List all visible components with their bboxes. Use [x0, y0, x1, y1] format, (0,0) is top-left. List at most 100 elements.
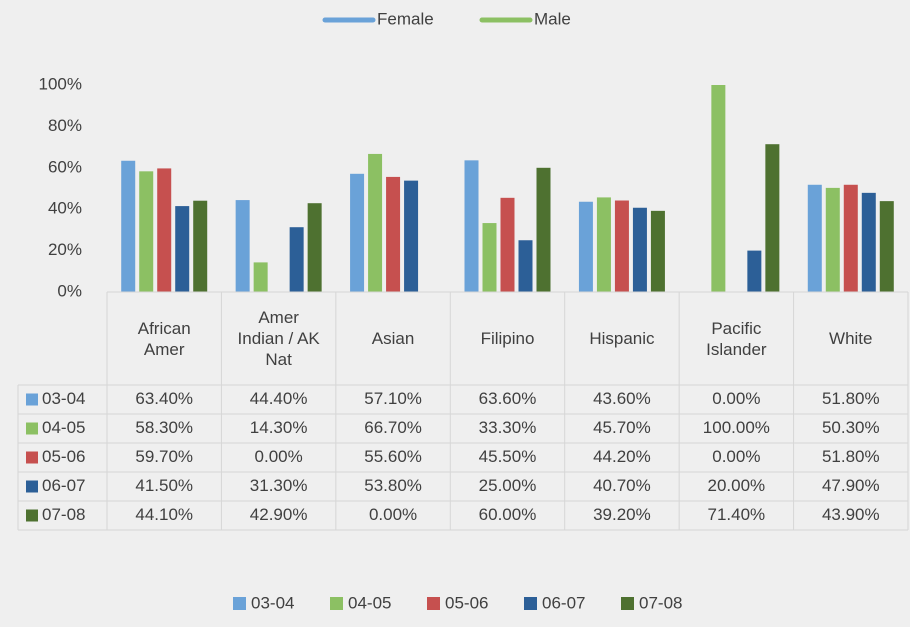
table-value: 57.10% — [364, 389, 422, 408]
legend-label: 04-05 — [348, 593, 391, 612]
y-tick-label: 40% — [48, 199, 82, 218]
table-value: 100.00% — [703, 418, 770, 437]
legend-swatch — [427, 597, 440, 610]
bar — [404, 180, 419, 292]
table-value: 53.80% — [364, 476, 422, 495]
bar — [139, 171, 154, 292]
category-label: White — [829, 329, 873, 348]
row-label: 06-07 — [42, 476, 85, 495]
table-value: 55.60% — [364, 447, 422, 466]
table-value: 0.00% — [712, 447, 760, 466]
table-value: 58.30% — [135, 418, 193, 437]
bar — [650, 210, 665, 292]
bar — [518, 240, 533, 292]
legend-swatch — [26, 393, 38, 406]
bar — [596, 197, 611, 292]
table-value: 71.40% — [708, 505, 766, 524]
legend-swatch — [621, 597, 634, 610]
row-label: 03-04 — [42, 389, 85, 408]
table-value: 25.00% — [479, 476, 537, 495]
table-value: 0.00% — [369, 505, 417, 524]
table-value: 39.20% — [593, 505, 651, 524]
table-value: 0.00% — [255, 447, 303, 466]
bar — [843, 184, 858, 292]
table-value: 44.40% — [250, 389, 308, 408]
y-tick-label: 80% — [48, 116, 82, 135]
table-value: 63.60% — [479, 389, 537, 408]
table-value: 44.20% — [593, 447, 651, 466]
category-label: Asian — [371, 329, 415, 348]
legend-label: 06-07 — [542, 593, 585, 612]
table-value: 42.90% — [250, 505, 308, 524]
bar — [711, 85, 726, 292]
bar — [879, 201, 894, 292]
category-label: African Amer — [137, 318, 191, 359]
category-label: Amer Indian / AK Nat — [237, 308, 320, 369]
table-value: 31.30% — [250, 476, 308, 495]
row-label: 07-08 — [42, 505, 85, 524]
legend-swatch — [233, 597, 246, 610]
bar — [578, 201, 593, 292]
y-tick-label: 0% — [57, 281, 82, 300]
table-value: 51.80% — [822, 447, 880, 466]
legend-label: 03-04 — [251, 593, 294, 612]
category-label: Filipino — [480, 329, 535, 348]
table-value: 43.60% — [593, 389, 651, 408]
category-label: Hispanic — [589, 329, 655, 348]
legend-swatch — [26, 509, 38, 522]
bar — [825, 187, 840, 292]
bar — [536, 167, 551, 292]
bar — [386, 176, 401, 292]
row-label: 05-06 — [42, 447, 85, 466]
legend-label: Male — [534, 9, 571, 28]
bar — [464, 160, 479, 292]
bar — [614, 200, 629, 292]
table-value: 45.50% — [479, 447, 537, 466]
y-tick-label: 100% — [39, 74, 82, 93]
table-value: 0.00% — [712, 389, 760, 408]
table-value: 51.80% — [822, 389, 880, 408]
bar — [175, 206, 190, 292]
bar — [157, 168, 172, 292]
table-value: 44.10% — [135, 505, 193, 524]
legend-swatch — [26, 480, 38, 493]
bar — [350, 173, 365, 292]
bar — [368, 153, 383, 292]
table-value: 50.30% — [822, 418, 880, 437]
bar — [500, 197, 515, 292]
table-value: 43.90% — [822, 505, 880, 524]
bar — [307, 203, 322, 292]
y-tick-label: 60% — [48, 157, 82, 176]
bar — [861, 192, 876, 292]
table-value: 40.70% — [593, 476, 651, 495]
legend-swatch — [524, 597, 537, 610]
table-value: 41.50% — [135, 476, 193, 495]
table-value: 14.30% — [250, 418, 308, 437]
table-value: 59.70% — [135, 447, 193, 466]
bar — [765, 144, 780, 292]
bar — [747, 250, 762, 292]
bar — [289, 227, 304, 292]
y-tick-label: 20% — [48, 240, 82, 259]
table-value: 33.30% — [479, 418, 537, 437]
bar — [482, 223, 497, 292]
legend-label: Female — [377, 9, 434, 28]
legend-swatch — [26, 422, 38, 435]
row-label: 04-05 — [42, 418, 85, 437]
legend-swatch — [330, 597, 343, 610]
table-value: 63.40% — [135, 389, 193, 408]
bar — [121, 160, 136, 292]
bar — [193, 200, 208, 292]
bar — [235, 200, 250, 292]
bar — [253, 262, 268, 292]
bar — [632, 207, 647, 292]
table-value: 20.00% — [708, 476, 766, 495]
legend-label: 07-08 — [639, 593, 682, 612]
bar — [807, 184, 822, 292]
legend-swatch — [26, 451, 38, 464]
legend-label: 05-06 — [445, 593, 488, 612]
table-value: 45.70% — [593, 418, 651, 437]
table-value: 66.70% — [364, 418, 422, 437]
